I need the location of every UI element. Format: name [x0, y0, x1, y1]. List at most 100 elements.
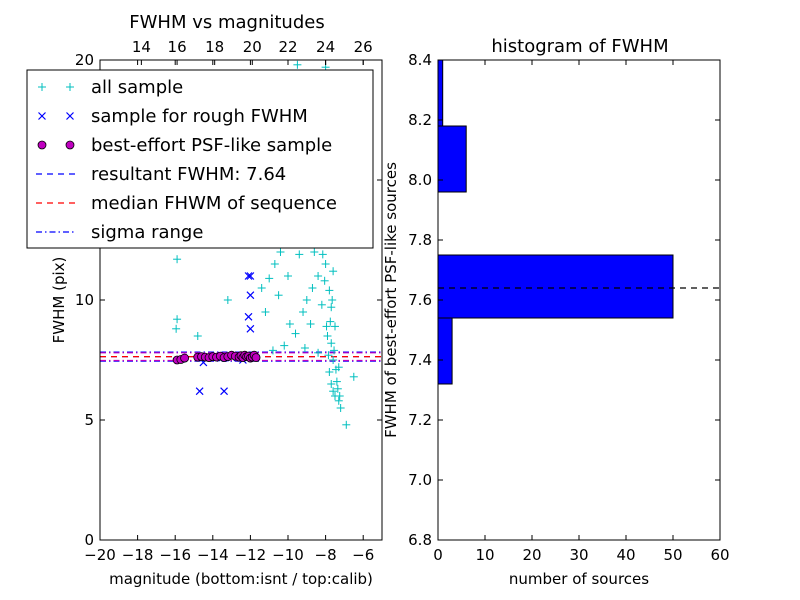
scatter-point: [295, 250, 304, 259]
scatter-point: [310, 248, 319, 256]
top-tick-label: 16: [168, 38, 187, 56]
histogram-panel: 0 10 20 30 40 50 60 6.8 7.0 7.2 7.4 7.6 7.8 8.0 8.2 8.…: [382, 36, 730, 588]
scatter-point: [265, 274, 274, 283]
histogram-plot-area: [437, 59, 720, 385]
legend-item: all sample: [38, 77, 183, 98]
histogram-title: histogram of FWHM: [491, 36, 668, 57]
x-tick-label: −16: [159, 546, 191, 564]
x-tick-label: −8: [315, 546, 337, 564]
y-tick-label: 7.0: [408, 471, 432, 489]
scatter-point: [257, 284, 266, 292]
y-tick-label: 10: [75, 291, 94, 309]
scatter-point: [270, 260, 279, 268]
scatter-point: [261, 308, 270, 316]
scatter-point: [220, 387, 229, 396]
x-tick-label: −12: [235, 546, 267, 564]
scatter-point: [331, 322, 339, 331]
legend-item: resultant FWHM: 7.64: [36, 164, 286, 185]
legend-label: sigma range: [91, 222, 203, 243]
scatter-panel: −20−18−16−14−12−10−8−6 05101520 14161820…: [26, 12, 383, 588]
x-tick-label: 60: [710, 546, 729, 564]
x-tick-label: −20: [84, 546, 116, 564]
legend-marker: [66, 112, 74, 120]
scatter-point: [173, 255, 182, 264]
histogram-y-label: FWHM of best-effort PSF-like sources: [382, 162, 400, 438]
scatter-point: [322, 322, 331, 331]
scatter-point: [349, 372, 358, 381]
scatter-point: [323, 332, 332, 340]
x-tick-label: −10: [272, 546, 304, 564]
scatter-point: [327, 303, 336, 312]
top-tick-label: 26: [354, 38, 373, 56]
x-marker-b: [195, 387, 204, 396]
scatter-point: [335, 392, 344, 400]
legend-label: resultant FWHM: 7.64: [91, 164, 286, 185]
scatter-point: [329, 356, 338, 364]
x-tick-label: 20: [522, 546, 541, 564]
scatter-point: [276, 248, 285, 256]
scatter-point: [173, 315, 182, 324]
scatter-point: [317, 300, 326, 309]
histogram-x-ticks: 0 10 20 30 40 50 60: [433, 60, 730, 564]
y-tick-label: 7.8: [408, 231, 432, 249]
x-marker-b: [246, 291, 255, 300]
scatter-point: [320, 276, 329, 285]
y-tick-label: 5: [84, 411, 94, 429]
y-tick-label: 8.0: [408, 171, 432, 189]
scatter-point: [332, 377, 341, 386]
histogram-bar: [437, 254, 674, 319]
histogram-y-ticks: 6.8 7.0 7.2 7.4 7.6 7.8 8.0 8.2 8.4: [408, 51, 720, 549]
legend-item: sigma range: [36, 222, 203, 243]
y-tick-label: 7.6: [408, 291, 432, 309]
scatter-point: [330, 346, 339, 355]
scatter-title: FWHM vs magnitudes: [129, 12, 324, 33]
x-marker-b: [220, 387, 229, 396]
y-tick-label: 8.4: [408, 51, 432, 69]
legend-item: median FHWM of sequence: [36, 193, 337, 214]
scatter-point: [284, 272, 292, 280]
legend-label: best-effort PSF-like sample: [91, 135, 332, 156]
y-tick-label: 7.2: [408, 411, 432, 429]
scatter-point: [300, 344, 309, 352]
legend-label: all sample: [91, 77, 183, 98]
scatter-point: [334, 396, 343, 405]
legend-label: sample for rough FWHM: [91, 106, 308, 127]
y-tick-label: 6.8: [408, 531, 432, 549]
legend-label: median FHWM of sequence: [91, 193, 337, 214]
scatter-point: [328, 296, 337, 304]
scatter-point: [321, 260, 330, 268]
legend: all sample sample for rough FWHM best-effo…: [26, 69, 374, 249]
x-tick-label: 10: [475, 546, 494, 564]
scatter-point: [324, 351, 333, 360]
scatter-point: [302, 296, 311, 304]
legend-item: sample for rough FWHM: [38, 106, 308, 127]
x-tick-label: 40: [616, 546, 635, 564]
x-tick-label: −6: [352, 546, 374, 564]
scatter-point: [314, 348, 323, 357]
top-tick-label: 20: [243, 38, 262, 56]
scatter-point: [306, 320, 315, 328]
scatter-point: [195, 387, 204, 396]
legend-marker: [38, 112, 46, 120]
scatter-point: [246, 324, 255, 333]
scatter-point: [244, 312, 253, 321]
scatter-y-label: FWHM (pix): [50, 257, 68, 344]
x-tick-label: 50: [663, 546, 682, 564]
scatter-point: [291, 329, 300, 338]
scatter-point: [329, 267, 338, 276]
scatter-point: [280, 341, 289, 350]
scatter-point: [342, 420, 351, 429]
x-marker-b: [246, 272, 255, 280]
scatter-x-label: magnitude (bottom:isnt / top:calib): [109, 570, 373, 588]
x-marker-b: [38, 112, 46, 120]
x-marker-b: [244, 312, 253, 321]
scatter-point: [172, 324, 181, 333]
histogram-bar: [437, 59, 444, 127]
top-tick-label: 24: [316, 38, 335, 56]
y-tick-label: 0: [84, 531, 94, 549]
y-tick-label: 8.2: [408, 111, 432, 129]
legend-marker: [66, 83, 74, 91]
x-marker-b: [246, 324, 255, 333]
legend-marker: [65, 140, 75, 150]
